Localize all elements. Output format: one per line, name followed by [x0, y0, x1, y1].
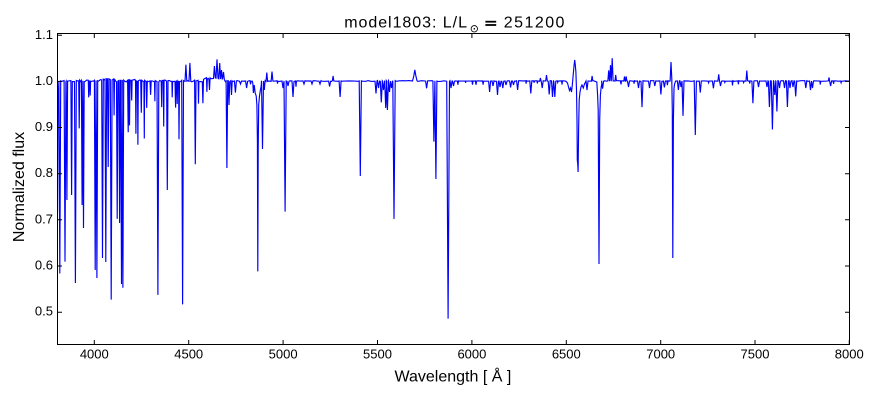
svg-text:0.5: 0.5: [35, 304, 53, 319]
svg-text:Normalized flux: Normalized flux: [11, 132, 28, 242]
svg-text:7000: 7000: [646, 346, 675, 361]
svg-text:Wavelength [ Å ]: Wavelength [ Å ]: [395, 366, 512, 385]
svg-text:1.0: 1.0: [35, 73, 53, 88]
svg-text:7500: 7500: [741, 346, 770, 361]
svg-text:4000: 4000: [80, 346, 109, 361]
svg-text:6500: 6500: [552, 346, 581, 361]
svg-text:251200: 251200: [504, 15, 566, 32]
svg-text:0.7: 0.7: [35, 211, 53, 226]
svg-text:5000: 5000: [269, 346, 298, 361]
svg-text:5500: 5500: [363, 346, 392, 361]
svg-text:0.8: 0.8: [35, 165, 53, 180]
svg-text:0.6: 0.6: [35, 258, 53, 273]
svg-text:6000: 6000: [457, 346, 486, 361]
svg-text:0.9: 0.9: [35, 119, 53, 134]
svg-text:1.1: 1.1: [35, 27, 53, 42]
svg-text:model1803: L/L: model1803: L/L: [344, 15, 468, 32]
svg-text:4500: 4500: [174, 346, 203, 361]
svg-text:8000: 8000: [835, 346, 864, 361]
